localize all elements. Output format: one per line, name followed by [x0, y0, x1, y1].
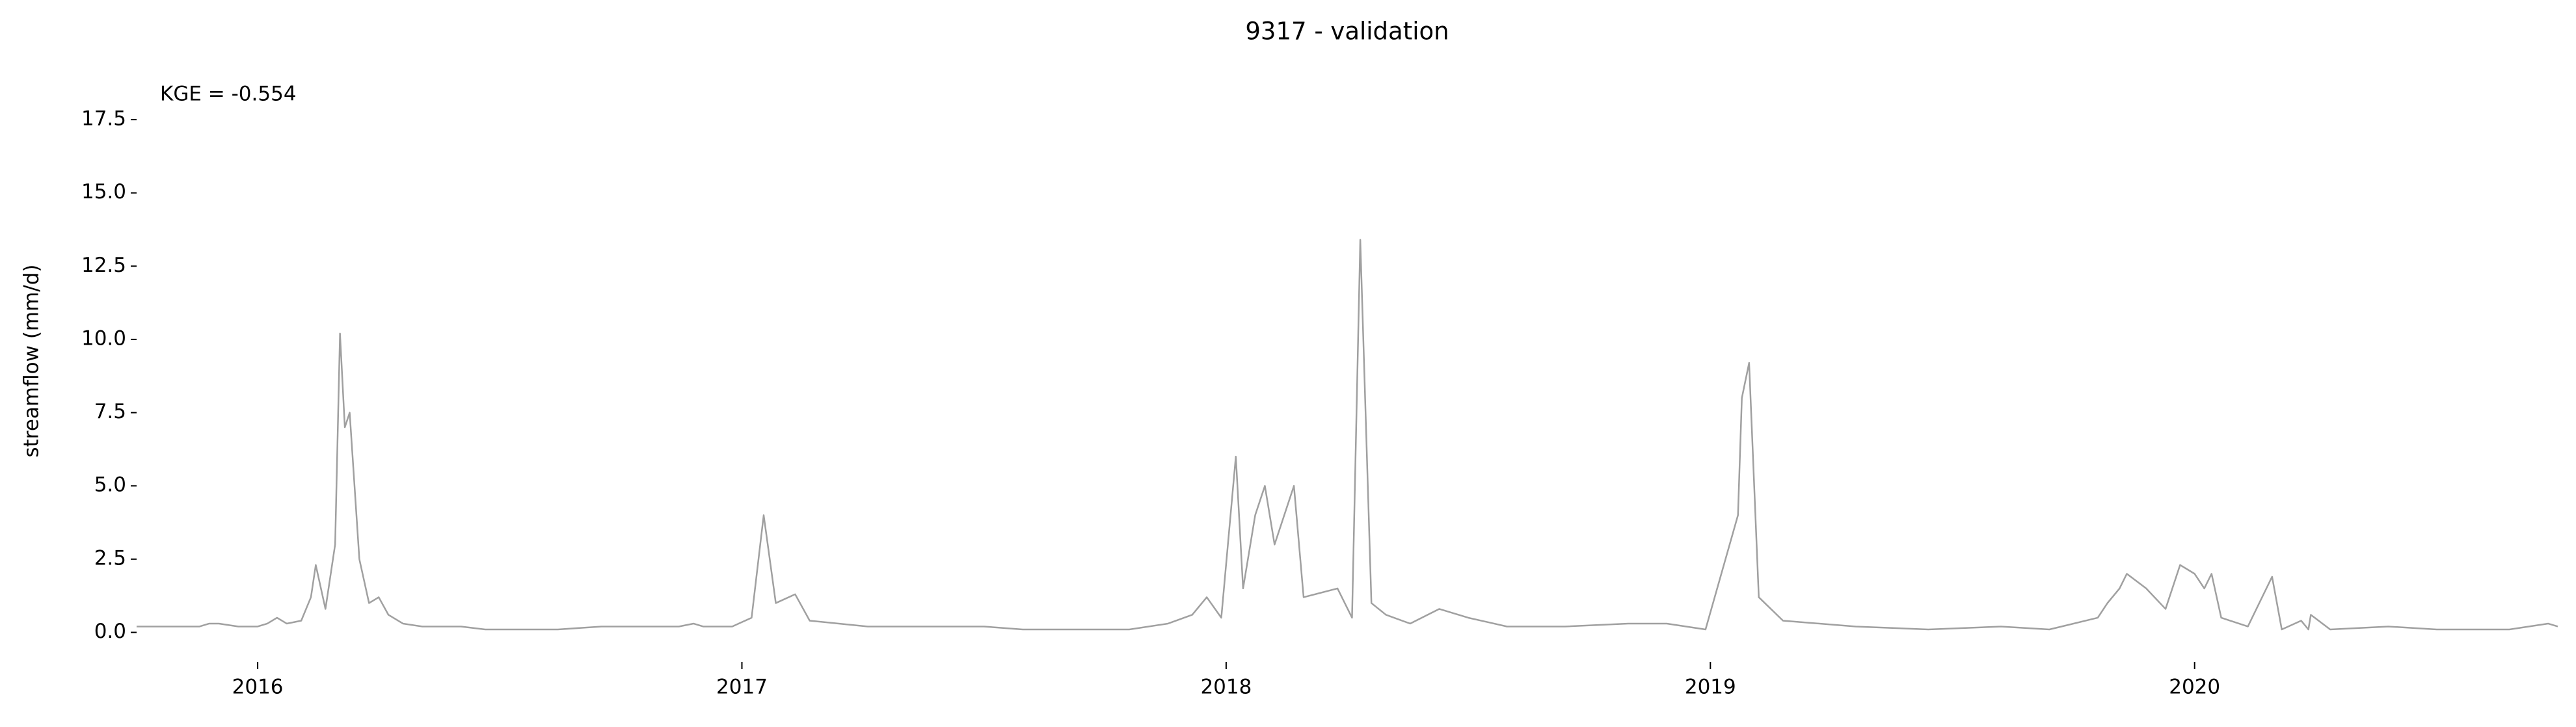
y-tick-label: 5.0	[94, 473, 126, 497]
x-tick-label: 2016	[232, 676, 284, 699]
x-tick-label: 2020	[2169, 676, 2220, 699]
y-axis-label: streamflow (mm/d)	[20, 264, 44, 457]
y-tick-label: 7.5	[94, 400, 126, 423]
x-tick-label: 2018	[1200, 676, 1252, 699]
y-tick-label: 17.5	[81, 107, 126, 131]
chart-title: 9317 - validation	[1245, 18, 1449, 46]
annotation: KGE = -0.554	[160, 83, 297, 106]
y-tick-label: 15.0	[81, 180, 126, 204]
y-tick-label: 12.5	[81, 254, 126, 277]
series-line	[137, 239, 2558, 631]
y-tick-label: 0.0	[94, 620, 126, 643]
x-tick-label: 2019	[1685, 676, 1736, 699]
y-tick-label: 2.5	[94, 546, 126, 570]
y-tick-label: 10.0	[81, 326, 126, 350]
x-tick-label: 2017	[716, 676, 768, 699]
